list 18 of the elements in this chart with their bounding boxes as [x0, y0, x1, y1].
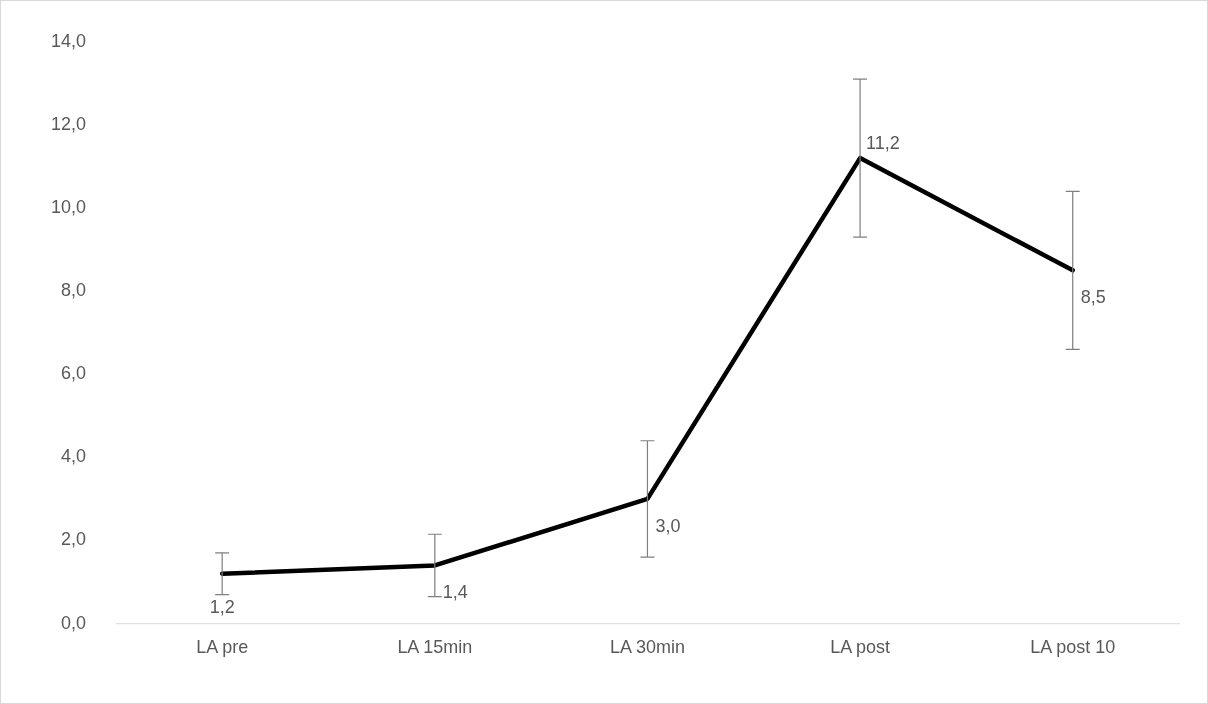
y-tick-label: 2,0	[60, 529, 86, 550]
y-tick-label: 0,0	[60, 612, 86, 633]
y-tick-label: 8,0	[60, 280, 86, 301]
y-tick-label: 14,0	[50, 30, 86, 51]
x-tick-label: LA 15min	[397, 637, 473, 658]
x-tick-label: LA pre	[196, 637, 249, 658]
data-label: 1,4	[442, 582, 468, 603]
x-tick-label: LA 30min	[610, 637, 685, 658]
data-label: 8,5	[1080, 287, 1106, 308]
y-tick-label: 4,0	[60, 446, 86, 467]
y-tick-label: 12,0	[50, 113, 86, 134]
x-tick-label: LA post 10	[1030, 637, 1116, 658]
data-label: 3,0	[655, 515, 681, 536]
data-label: 11,2	[866, 133, 900, 154]
y-tick-label: 10,0	[50, 196, 86, 217]
x-tick-label: LA post	[830, 637, 891, 658]
y-tick-label: 6,0	[60, 363, 86, 384]
data-label: 1,2	[209, 596, 235, 617]
